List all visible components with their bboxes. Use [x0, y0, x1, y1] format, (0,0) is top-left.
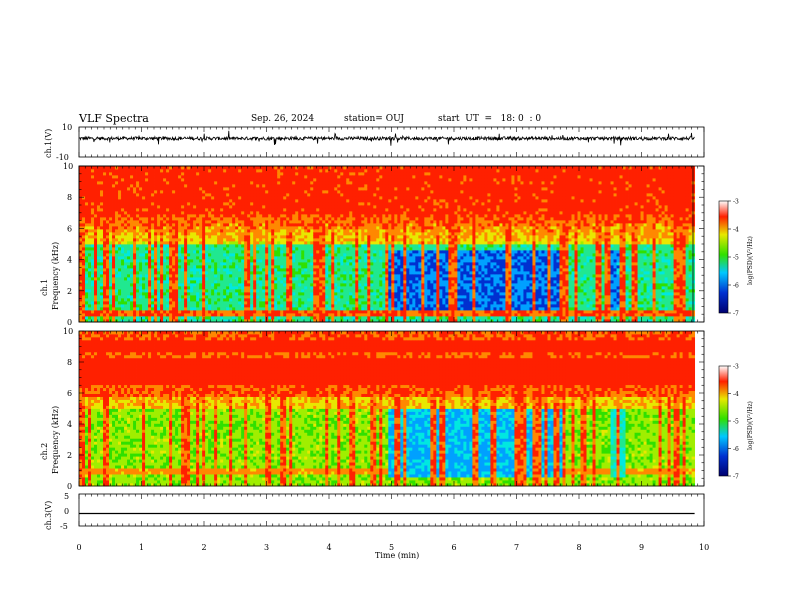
freq-tick-label: 8: [67, 358, 72, 367]
x-tick-label: 0: [77, 543, 82, 552]
x-tick-label: 8: [577, 543, 582, 552]
x-tick-label: 7: [514, 543, 519, 552]
freq-tick-label: 10: [63, 162, 73, 171]
ch2-colorbar: -3 -4 -5 -6 -7 log(PSD)(V²/Hz): [719, 364, 754, 481]
colorbar-tick-label: -7: [733, 474, 739, 481]
ch3-ytick-top: 5: [64, 492, 69, 501]
x-tick-label: 2: [202, 543, 207, 552]
freq-tick-label: 2: [67, 451, 72, 460]
colorbar-tick-label: -7: [733, 311, 739, 318]
colorbar-tick-label: -4: [733, 391, 739, 398]
freq-tick-label: 6: [67, 224, 72, 233]
colorbar-tick-label: -3: [733, 364, 739, 371]
x-tick-label: 9: [639, 543, 644, 552]
ch1-colorbar-label: log(PSD)(V²/Hz): [747, 236, 754, 285]
ch1-ytick-top: 10: [62, 123, 72, 132]
colorbar-tick-label: -3: [733, 199, 739, 206]
ch1-colorbar: -3 -4 -5 -6 -7 log(PSD)(V²/Hz): [719, 199, 754, 318]
colorbar-tick-label: -6: [733, 283, 739, 290]
colorbar-tick-label: -4: [733, 227, 739, 234]
colorbar-tick-label: -5: [733, 255, 739, 262]
colorbar-tick-label: -6: [733, 446, 739, 453]
ch3-waveform-panel: 5 0 -5 ch.3(V): [44, 492, 704, 531]
colorbar-tick-label: -5: [733, 419, 739, 426]
ch3-ylabel: ch.3(V): [44, 501, 53, 530]
freq-tick-label: 4: [67, 256, 72, 265]
ch2-ylabel-channel: ch.2: [40, 443, 49, 460]
freq-tick-label: 0: [67, 318, 72, 327]
ch1-ylabel: ch.1(V): [44, 129, 53, 158]
freq-tick-label: 4: [67, 420, 72, 429]
ch2-colorbar-label: log(PSD)(V²/Hz): [747, 401, 754, 450]
x-axis-label: Time (min): [375, 551, 419, 560]
ch1-ylabel-channel: ch.1: [40, 279, 49, 296]
ch3-ytick-mid: 0: [64, 507, 69, 516]
ch1-spectrogram-image: [79, 166, 695, 322]
freq-tick-label: 6: [67, 389, 72, 398]
ch1-ytick-bottom: -10: [56, 153, 69, 162]
x-tick-label: 3: [264, 543, 269, 552]
x-tick-label: 4: [327, 543, 332, 552]
ch1-waveform-panel: 10 -10 ch.1(V): [44, 123, 704, 162]
ch1-ylabel-frequency: Frequency (kHz): [51, 242, 60, 310]
ch2-spectrogram-image: [79, 331, 695, 486]
x-tick-label: 6: [452, 543, 457, 552]
freq-tick-label: 8: [67, 193, 72, 202]
freq-tick-label: 2: [67, 287, 72, 296]
ch1-spectrogram-panel: 0 2 4 6 8 10 ch.1 Frequency (kHz): [40, 162, 704, 327]
ch2-ylabel-frequency: Frequency (kHz): [51, 406, 60, 474]
ch3-ytick-bottom: -5: [60, 522, 68, 531]
x-tick-label: 10: [699, 543, 709, 552]
x-tick-label: 1: [139, 543, 144, 552]
ch2-spectrogram-panel: 0 2 4 6 8 10 ch.2 Frequency (kHz): [40, 327, 704, 491]
freq-tick-label: 10: [63, 327, 73, 336]
freq-tick-label: 0: [67, 482, 72, 491]
